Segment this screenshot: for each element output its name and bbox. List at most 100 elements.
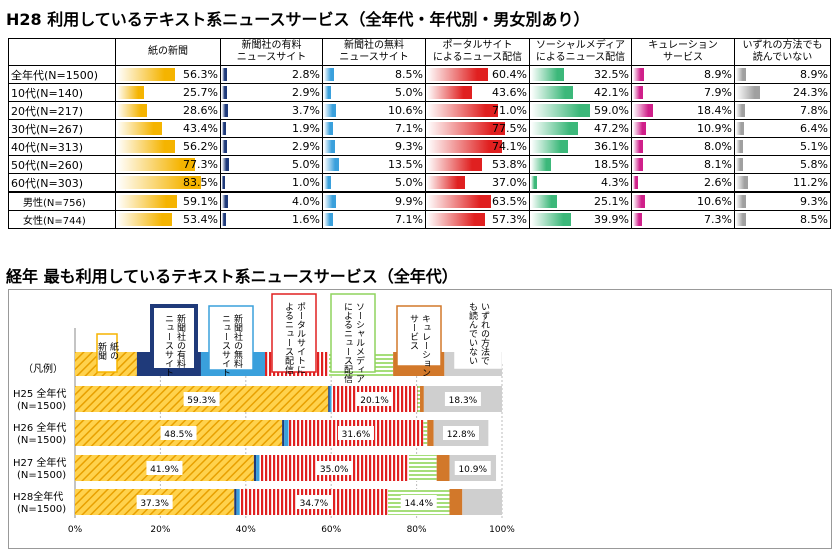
value-label: 24.3% — [793, 86, 828, 99]
bar-segment — [462, 489, 502, 515]
value-label: 32.5% — [594, 68, 629, 81]
bar-segment — [408, 455, 437, 481]
value-label: 11.2% — [793, 176, 828, 189]
column-header-line: ソーシャルメディア — [535, 40, 626, 51]
data-label-bg — [146, 461, 183, 475]
value-bar — [222, 195, 228, 208]
x-tick-label: 80% — [407, 525, 427, 535]
value-cell: 32.5% — [529, 65, 632, 84]
value-label: 1.0% — [292, 176, 320, 189]
value-cell: 59.0% — [529, 101, 632, 120]
value-label: 39.9% — [594, 213, 629, 226]
table-row: 20代(N=217) 28.6% 3.7% 10.6% 71.0% 59.0% 18.4% 7… — [8, 101, 831, 120]
data-label-bg — [443, 426, 480, 440]
corner-cell — [8, 38, 116, 66]
value-label: 2.6% — [704, 176, 732, 189]
value-bar — [117, 104, 148, 117]
value-cell: 5.1% — [734, 137, 831, 156]
value-label: 37.0% — [492, 176, 527, 189]
category-label: (N=1500) — [17, 401, 66, 412]
value-bar — [633, 104, 653, 117]
value-bar — [736, 104, 746, 117]
table-row: 30代(N=267) 43.4% 1.9% 7.1% 77.5% 47.2% 10.9% 6.… — [8, 119, 831, 138]
value-bar — [531, 176, 538, 189]
value-label: 5.0% — [395, 176, 423, 189]
value-bar — [222, 176, 225, 189]
value-bar — [427, 195, 492, 208]
value-label: 77.3% — [183, 158, 218, 171]
column-header-line: ポータルサイト — [442, 40, 513, 51]
bar-segment — [420, 386, 424, 412]
bar-segment — [427, 420, 434, 446]
legend-label-box — [150, 304, 198, 372]
value-bar — [427, 86, 472, 99]
value-cell: 74.1% — [425, 137, 530, 156]
value-cell: 53.8% — [425, 155, 530, 174]
bar-segment — [256, 455, 260, 481]
value-label: 42.1% — [594, 86, 629, 99]
row-label: 男性(N=756) — [8, 191, 116, 211]
value-bar — [324, 68, 335, 81]
value-cell: 4.0% — [220, 191, 323, 211]
legend-item-label: 新聞社の無料 — [232, 313, 243, 369]
legend-item-label: 新聞 — [96, 341, 107, 361]
value-label: 56.2% — [183, 140, 218, 153]
data-label-bg — [160, 426, 197, 440]
legend-item-label: ニュースサイト — [220, 314, 231, 377]
value-cell: 10.6% — [322, 101, 426, 120]
value-label: 8.0% — [704, 140, 732, 153]
bar-segment — [236, 489, 240, 515]
value-cell: 37.0% — [425, 173, 530, 193]
bar-segment — [329, 386, 332, 412]
value-bar — [531, 140, 568, 153]
value-cell: 2.6% — [631, 173, 735, 193]
value-label: 56.3% — [183, 68, 218, 81]
value-cell: 77.5% — [425, 119, 530, 138]
value-label: 47.2% — [594, 122, 629, 135]
data-label: 59.3% — [187, 396, 216, 406]
data-label: 34.7% — [300, 499, 329, 509]
value-bar — [427, 104, 499, 117]
value-bar — [633, 176, 638, 189]
value-label: 1.9% — [292, 122, 320, 135]
value-label: 59.1% — [183, 195, 218, 208]
row-label: 全年代(N=1500) — [8, 65, 116, 84]
value-label: 74.1% — [492, 140, 527, 153]
value-cell: 10.6% — [631, 191, 735, 211]
value-label: 60.4% — [492, 68, 527, 81]
value-cell: 59.1% — [115, 191, 221, 211]
value-bar — [633, 195, 646, 208]
bar-segment — [436, 455, 450, 481]
value-cell: 25.1% — [529, 191, 632, 211]
value-label: 59.0% — [594, 104, 629, 117]
value-label: 7.8% — [800, 104, 828, 117]
bar-segment — [328, 386, 330, 412]
value-bar — [633, 158, 643, 171]
value-label: 18.5% — [594, 158, 629, 171]
data-label-bg — [136, 495, 173, 509]
value-bar — [222, 140, 227, 153]
value-label: 10.6% — [388, 104, 423, 117]
value-bar — [427, 176, 466, 189]
value-cell: 8.5% — [734, 210, 831, 229]
value-bar — [222, 122, 226, 135]
value-bar — [736, 140, 743, 153]
bar-segment — [282, 420, 285, 446]
legend-item-label: ニュースサイト — [163, 314, 174, 377]
table-title: H28 利用しているテキスト系ニュースサービス（全年代・年代別・男女別あり） — [6, 10, 590, 29]
value-label: 18.4% — [697, 104, 732, 117]
data-label: 48.5% — [164, 430, 193, 440]
legend-label: （凡例） — [23, 362, 63, 375]
legend-item-label: ソーシャルメディア — [354, 302, 365, 383]
column-header-line: ニュースサイト — [339, 52, 409, 63]
value-label: 7.9% — [704, 86, 732, 99]
x-tick-label: 40% — [236, 525, 256, 535]
value-cell: 6.4% — [734, 119, 831, 138]
value-bar — [427, 158, 482, 171]
value-cell: 24.3% — [734, 83, 831, 102]
value-bar — [736, 122, 744, 135]
data-label-bg — [183, 392, 220, 406]
value-label: 63.5% — [492, 195, 527, 208]
row-label: 40代(N=313) — [8, 137, 116, 156]
value-bar — [117, 213, 172, 226]
